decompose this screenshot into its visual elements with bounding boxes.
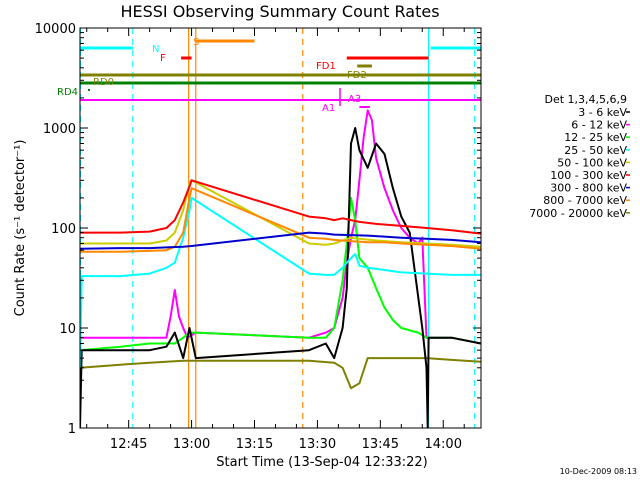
series-4-line <box>80 179 481 248</box>
x-tick-label-2: 13:15 <box>236 437 273 452</box>
y-tick-label-3: 1000 <box>43 122 76 137</box>
legend-label-5: 100 - 300 keV <box>550 169 627 182</box>
flag-label-a3: A3 <box>348 94 361 105</box>
flag-label-s: S <box>193 37 199 48</box>
y-tick-label-0: 1 <box>68 422 76 437</box>
series-8-line <box>80 357 481 390</box>
y-tick-label-1: 10 <box>59 322 76 337</box>
legend-label-3: 25 - 50 keV <box>564 144 627 157</box>
flag-label-fd1: FD1 <box>316 61 336 72</box>
legend-title: Det 1,3,4,5,6,9 <box>544 93 627 106</box>
series-0-line <box>80 127 481 428</box>
rd4-dot <box>88 89 90 91</box>
legend-label-8: 7000 - 20000 keV <box>529 207 627 220</box>
x-tick-label-0: 12:45 <box>110 437 147 452</box>
series-6-line <box>80 231 481 250</box>
series-7-line <box>80 187 481 253</box>
x-tick-label-1: 13:00 <box>173 437 210 452</box>
legend-label-2: 12 - 25 keV <box>564 131 627 144</box>
x-tick-label-5: 14:00 <box>425 437 462 452</box>
legend-label-6: 300 - 800 keV <box>550 182 627 195</box>
x-axis-label: Start Time (13-Sep-04 12:33:22) <box>216 455 427 470</box>
flag-label-a1: A1 <box>322 103 335 114</box>
legend-label-4: 50 - 100 keV <box>557 156 627 169</box>
flag-label-rd4: RD4 <box>57 87 78 98</box>
footer-date: 10-Dec-2009 08:13 <box>560 467 637 476</box>
x-tick-label-3: 13:30 <box>299 437 336 452</box>
x-tick-label-4: 13:45 <box>362 437 399 452</box>
flag-label-rd0: RD0 <box>93 77 114 88</box>
flag-label-fd2: FD2 <box>347 70 367 81</box>
y-tick-label-4: 10000 <box>35 22 76 37</box>
series-5-line <box>80 179 481 235</box>
y-axis-label: Count Rate (s⁻¹ detector⁻¹) <box>13 140 28 317</box>
legend-label-7: 800 - 7000 keV <box>543 194 627 207</box>
flag-label-f: F <box>160 53 166 64</box>
flag-label-n: N <box>152 44 159 55</box>
y-tick-label-2: 100 <box>51 222 76 237</box>
legend-label-1: 6 - 12 keV <box>571 119 627 132</box>
legend-label-0: 3 - 6 keV <box>578 106 627 119</box>
series-3-line <box>80 196 481 368</box>
chart-title: HESSI Observing Summary Count Rates <box>120 2 439 21</box>
